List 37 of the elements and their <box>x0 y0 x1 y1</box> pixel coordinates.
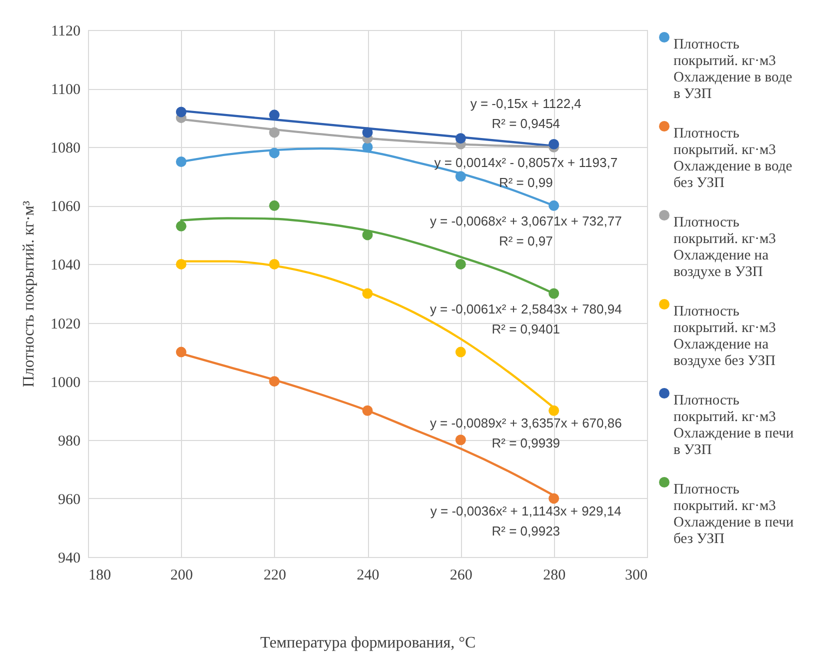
annotation: R² = 0,97 <box>498 234 553 249</box>
legend-label: Плотность покрытий. кг·м3 Охлаждение на воздухе в УЗП <box>674 214 776 280</box>
y-tick-label: 980 <box>58 433 80 450</box>
annotation: y = -0,0089x² + 3,6357x + 670,86 <box>430 416 622 431</box>
annotation: y = -0,0061x² + 2,5843x + 780,94 <box>430 302 622 316</box>
annotation: y = -0,0068x² + 3,0671x + 732,77 <box>430 214 622 229</box>
x-tick-label: 180 <box>88 568 111 584</box>
annotation: R² = 0,9923 <box>492 524 560 539</box>
legend-label: Плотность покрытий. кг·м3 Охлаждение в печи без УЗП <box>674 481 794 547</box>
x-tick-label: 300 <box>625 568 648 584</box>
y-tick-label: 1100 <box>51 82 80 98</box>
y-tick-label: 1040 <box>50 258 80 274</box>
legend-label: Плотность покрытий. кг·м3 Охлаждение в печи в УЗП <box>674 392 794 458</box>
y-tick-label: 1020 <box>50 316 80 332</box>
annotation: y = -0,15x + 1122,4 <box>470 96 582 111</box>
y-tick-label: 1080 <box>50 140 80 157</box>
annotation: R² = 0,9401 <box>492 322 560 336</box>
y-tick-label: 1000 <box>50 374 80 391</box>
annotation: y = 0,0014x² - 0,8057x + 1193,7 <box>434 155 618 170</box>
x-tick-label: 280 <box>543 568 566 584</box>
annotation: y = -0,0036x² + 1,1143x + 929,14 <box>430 504 622 519</box>
x-tick-label: 240 <box>356 568 380 584</box>
legend-label: Плотность покрытий. кг·м3 Охлаждение на воздухе без УЗП <box>674 303 776 369</box>
legend-label: Плотность покрытий. кг·м3 Охлаждение в воде без УЗП <box>674 125 792 191</box>
x-tick-label: 260 <box>450 568 472 584</box>
y-tick-label: 940 <box>58 550 80 566</box>
y-tick-label: 1060 <box>50 199 80 216</box>
x-tick-label: 200 <box>170 568 193 584</box>
x-tick-label: 220 <box>264 568 286 584</box>
legend-label: Плотность покрытий. кг·м3 Охлаждение в воде в УЗП <box>674 36 792 102</box>
x-axis-title: Температура формирования, °C <box>260 634 476 652</box>
y-tick-label: 1120 <box>51 24 80 40</box>
y-tick-label: 960 <box>58 492 80 508</box>
annotation: R² = 0,9939 <box>492 436 560 451</box>
annotation: R² = 0,9454 <box>492 116 560 131</box>
annotation: R² = 0,99 <box>498 175 553 190</box>
y-axis-title: Плотность покрытий. кг·м³ <box>20 200 38 388</box>
